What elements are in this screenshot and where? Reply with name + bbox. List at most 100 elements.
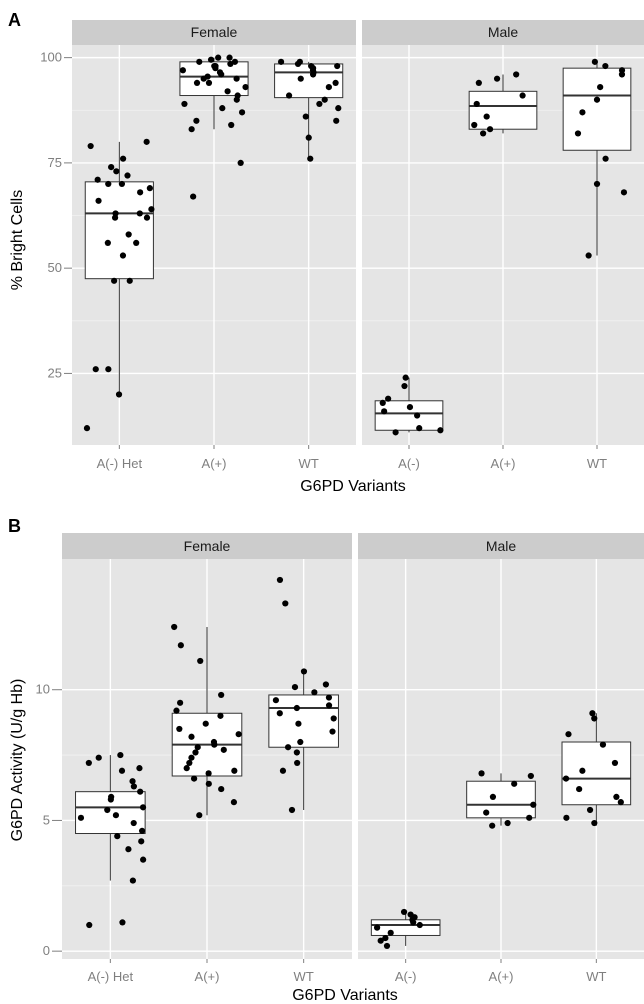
data-point	[579, 767, 586, 774]
data-point	[140, 856, 147, 863]
data-point	[179, 67, 187, 74]
data-point	[94, 176, 101, 183]
data-point	[77, 814, 85, 821]
data-point	[513, 71, 520, 78]
facet-b-female: Female	[62, 533, 352, 959]
data-point	[335, 105, 342, 112]
data-point	[309, 71, 317, 78]
data-point	[139, 827, 146, 834]
data-point	[480, 130, 487, 137]
data-point	[377, 937, 384, 944]
data-point	[385, 395, 392, 402]
data-point	[589, 710, 596, 717]
x-axis-ticks-a: A(-) Het A(+) WT A(-) A(+) WT	[97, 445, 607, 471]
data-point	[177, 642, 184, 649]
data-point	[379, 399, 386, 406]
data-point	[504, 819, 511, 827]
data-point	[381, 408, 388, 415]
data-point	[224, 88, 231, 95]
data-point	[190, 775, 198, 782]
data-point	[200, 75, 207, 82]
data-point	[471, 121, 478, 129]
x-tick-label: A(+)	[195, 969, 220, 984]
x-tick-label: A(-) Het	[88, 969, 134, 984]
data-point	[87, 142, 94, 150]
box-iqr	[562, 67, 632, 151]
data-point	[565, 731, 572, 738]
data-point	[188, 754, 195, 761]
data-point	[129, 778, 136, 785]
data-point	[618, 71, 626, 78]
data-point	[483, 809, 490, 816]
data-point	[562, 775, 570, 782]
data-point	[183, 765, 190, 772]
strip-a-female	[72, 20, 356, 45]
data-point	[293, 749, 300, 756]
data-point	[136, 210, 143, 217]
data-point	[597, 84, 604, 91]
facet-b-male: Male	[358, 533, 644, 959]
plot-area-a-male	[362, 45, 644, 445]
data-point	[130, 819, 137, 827]
strip-label-b-female: Female	[184, 538, 231, 554]
box-a-	[171, 623, 243, 819]
data-point	[530, 801, 537, 808]
strip-a-male	[362, 20, 644, 45]
data-point	[237, 159, 244, 166]
data-point	[291, 684, 299, 691]
data-point	[137, 189, 144, 196]
data-point	[416, 921, 423, 929]
data-point	[602, 62, 609, 70]
data-point	[188, 733, 195, 740]
data-point	[143, 214, 151, 221]
data-point	[186, 759, 193, 767]
data-point	[284, 744, 292, 751]
data-point	[233, 96, 240, 103]
data-point	[591, 819, 598, 827]
data-point	[282, 600, 289, 607]
data-point	[285, 92, 293, 99]
data-point	[238, 109, 246, 116]
data-point	[113, 168, 120, 175]
x-tick-label: WT	[587, 456, 607, 471]
box-iqr	[466, 780, 536, 819]
data-point	[188, 126, 195, 133]
data-point	[227, 60, 234, 68]
data-point	[95, 197, 102, 204]
data-point	[392, 429, 399, 436]
data-point	[293, 704, 300, 712]
x-tick-label: WT	[299, 456, 319, 471]
data-point	[125, 846, 132, 853]
data-point	[382, 934, 389, 942]
data-point	[85, 759, 92, 767]
data-point	[196, 812, 203, 819]
data-point	[218, 71, 225, 78]
data-point	[196, 58, 203, 65]
x-tick-label: A(+)	[489, 969, 514, 984]
y-tick-label: 25	[48, 365, 62, 380]
data-point	[130, 783, 137, 790]
data-point	[321, 96, 328, 103]
data-point	[576, 785, 583, 793]
data-point	[215, 54, 222, 61]
data-point	[294, 60, 302, 68]
data-point	[325, 702, 333, 709]
data-point	[591, 58, 598, 65]
data-point	[613, 793, 620, 801]
box-a-	[370, 908, 441, 950]
data-point	[218, 785, 225, 793]
y-tick-label: 50	[48, 260, 62, 275]
box-wt	[562, 58, 632, 259]
data-point	[586, 806, 594, 814]
data-point	[125, 231, 132, 238]
data-point	[322, 681, 330, 688]
data-point	[387, 929, 394, 936]
y-axis-title-b: G6PD Activity (U/g Hb)	[9, 679, 26, 842]
data-point	[307, 155, 314, 162]
data-point	[212, 65, 219, 72]
data-point	[139, 804, 147, 811]
y-tick-label: 100	[40, 50, 62, 65]
data-point	[599, 741, 607, 748]
data-point	[115, 391, 123, 398]
data-point	[334, 62, 341, 70]
